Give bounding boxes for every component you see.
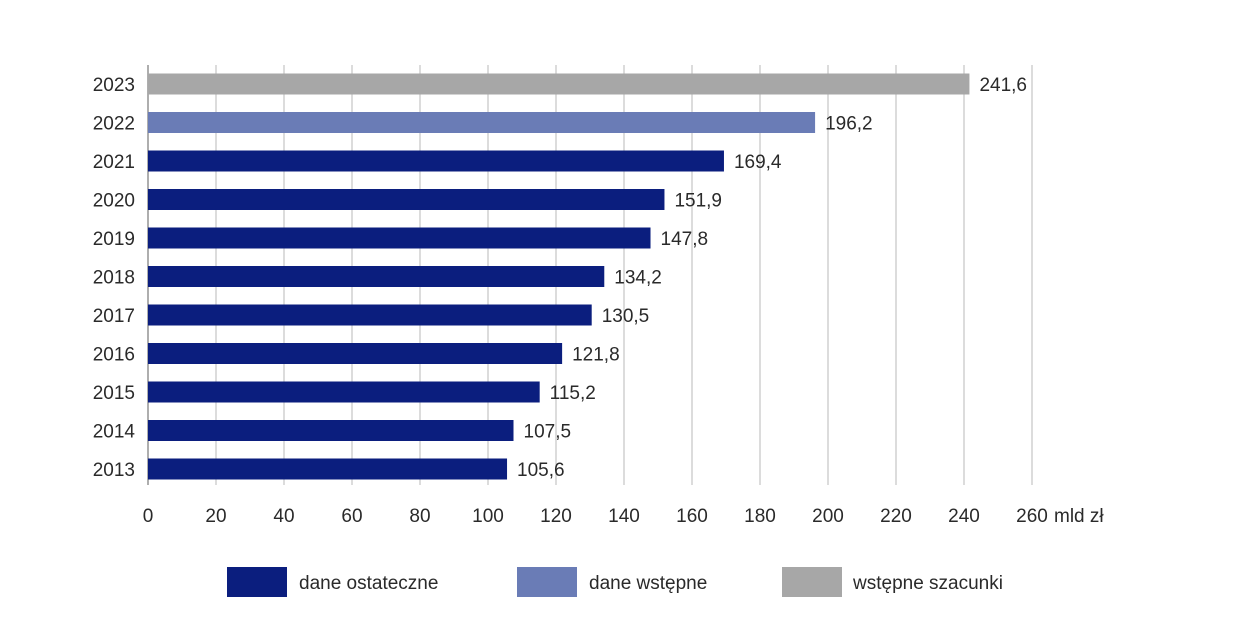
bar xyxy=(148,304,592,326)
x-axis-unit: mld zł xyxy=(1054,506,1104,527)
data-label: 196,2 xyxy=(825,114,873,135)
data-label: 151,9 xyxy=(674,191,722,212)
data-label: 115,2 xyxy=(550,383,596,404)
x-tick-label: 20 xyxy=(205,506,226,527)
x-tick-label: 100 xyxy=(472,506,504,527)
bar xyxy=(148,150,724,172)
x-tick-label: 120 xyxy=(540,506,572,527)
category-label: 2021 xyxy=(93,152,135,173)
data-label: 241,6 xyxy=(979,75,1027,96)
legend: dane ostateczne dane wstępne wstępne szacu… xyxy=(227,567,1003,597)
x-tick-label: 220 xyxy=(880,506,912,527)
bar xyxy=(148,266,605,287)
x-tick-label: 200 xyxy=(812,506,844,527)
category-label: 2016 xyxy=(93,345,135,366)
category-label: 2018 xyxy=(93,268,135,289)
data-label: 169,4 xyxy=(734,152,782,173)
bar xyxy=(148,381,540,403)
bar xyxy=(148,189,665,210)
data-label: 121,8 xyxy=(572,345,620,366)
category-label: 2015 xyxy=(93,383,135,404)
legend-label: dane ostateczne xyxy=(299,573,438,594)
bars: 2023 241,6 2022 196,2 2021 169,4 2020 151,9 2019… xyxy=(93,73,1027,481)
x-tick-label: 160 xyxy=(676,506,708,527)
x-axis: 0 20 40 60 80 100 120 140 160 180 200 220 240 260 mld … xyxy=(143,506,1105,527)
data-label: 147,8 xyxy=(661,229,709,250)
category-label: 2020 xyxy=(93,191,135,212)
data-label: 105,6 xyxy=(517,460,565,481)
bar xyxy=(148,227,651,249)
category-label: 2022 xyxy=(93,114,135,135)
legend-label: wstępne szacunki xyxy=(852,573,1003,594)
x-tick-label: 60 xyxy=(341,506,362,527)
x-tick-label: 0 xyxy=(143,506,154,527)
x-tick-label: 40 xyxy=(273,506,294,527)
x-tick-label: 140 xyxy=(608,506,640,527)
bar xyxy=(148,420,514,441)
data-label: 130,5 xyxy=(602,306,650,327)
data-label: 107,5 xyxy=(524,422,572,443)
category-label: 2014 xyxy=(93,422,136,443)
bar xyxy=(148,343,563,364)
category-label: 2017 xyxy=(93,306,135,327)
category-label: 2023 xyxy=(93,75,135,96)
bar xyxy=(148,458,508,480)
x-tick-label: 260 xyxy=(1016,506,1048,527)
bar xyxy=(148,112,816,133)
legend-swatch xyxy=(517,567,577,597)
category-label: 2013 xyxy=(93,460,135,481)
data-label: 134,2 xyxy=(614,268,662,289)
legend-swatch xyxy=(227,567,287,597)
legend-label: dane wstępne xyxy=(589,573,707,594)
x-tick-label: 180 xyxy=(744,506,776,527)
legend-swatch xyxy=(782,567,842,597)
category-label: 2019 xyxy=(93,229,135,250)
bar xyxy=(148,73,970,95)
x-tick-label: 80 xyxy=(409,506,430,527)
x-tick-label: 240 xyxy=(948,506,980,527)
